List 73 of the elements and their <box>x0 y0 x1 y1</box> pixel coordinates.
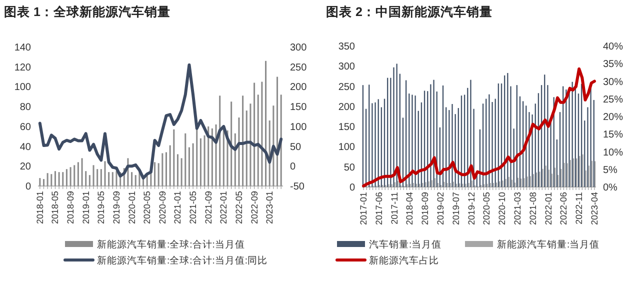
x-tick-label: 2019-12 <box>466 192 476 226</box>
x-tick-label: 2017-06 <box>374 192 384 226</box>
y2-tick-label: 50 <box>290 142 302 153</box>
y-tick-label: 0 <box>349 182 356 194</box>
y-tick-label: 300 <box>338 62 356 73</box>
legend-label: 新能源汽车销量:当月值 <box>497 238 600 250</box>
x-tick-label: 2020-01 <box>126 191 137 224</box>
legend-label: 新能源汽车销量:全球:合计:当月值:同比 <box>97 254 268 266</box>
x-tick-label: 2017-11 <box>389 192 400 224</box>
x-tick-label: 2020-05 <box>142 191 152 224</box>
x-tick-label: 2021-09 <box>203 191 214 224</box>
x-tick-label: 2018-04 <box>404 192 415 226</box>
x-tick-label: 2022-09 <box>249 191 260 224</box>
x-tick-label: 2019-07 <box>450 192 461 226</box>
x-tick-label: 2020-10 <box>497 192 508 226</box>
y2-tick-label: 100 <box>290 122 308 133</box>
y2-tick-label: 25% <box>603 94 624 106</box>
chart-title: 图表 2：中国新能源汽车销量 <box>326 4 492 19</box>
legend-label: 新能源汽车占比 <box>369 254 439 266</box>
y2-tick-label: 35% <box>603 59 624 70</box>
y-tick-label: 20 <box>20 162 32 173</box>
x-tick-label: 2021-08 <box>528 192 538 226</box>
y2-tick-label: 150 <box>290 102 308 114</box>
x-tick-label: 2018-09 <box>420 192 430 226</box>
x-tick-label: 2018-01 <box>34 191 45 224</box>
y-tick-label: 200 <box>338 102 356 113</box>
y-tick-label: 100 <box>14 82 32 94</box>
x-tick-label: 2020-09 <box>157 191 168 224</box>
x-tick-label: 2019-05 <box>96 191 106 224</box>
x-tick-label: 2019-09 <box>111 191 122 224</box>
y2-tick-label: 30% <box>603 76 624 88</box>
line-series <box>362 67 596 188</box>
y2-tick-label: 250 <box>290 62 308 74</box>
x-tick-label: 2017-01 <box>358 192 369 226</box>
x-tick-label: 2018-05 <box>50 191 60 224</box>
x-tick-label: 2022-06 <box>558 192 569 226</box>
x-tick-label: 2023-04 <box>589 192 600 226</box>
x-tick-label: 2019-02 <box>436 192 446 226</box>
x-tick-label: 2021-03 <box>512 192 522 226</box>
x-tick-label: 2022-01 <box>543 192 554 226</box>
y2-tick-label: 0 <box>290 162 296 173</box>
y2-tick-label: 20% <box>603 112 624 123</box>
y-tick-label: 140 <box>14 42 32 54</box>
x-tick-label: 2022-01 <box>218 191 229 224</box>
y-tick-label: 250 <box>338 82 356 93</box>
y2-tick-label: 10% <box>603 147 624 158</box>
y2-tick-label: 5% <box>603 164 618 176</box>
y-tick-label: 80 <box>20 102 32 114</box>
y2-tick-label: 40% <box>603 42 624 52</box>
legend-label: 新能源汽车销量:全球:合计:当月值 <box>97 238 245 250</box>
x-tick-label: 2019-01 <box>80 191 91 224</box>
x-tick-label: 2022-05 <box>234 191 244 224</box>
y2-tick-label: -50 <box>290 182 305 192</box>
y2-tick-label: 0% <box>603 182 618 194</box>
y-tick-label: 120 <box>14 62 32 74</box>
y-tick-label: 40 <box>20 142 32 153</box>
y-tick-label: 0 <box>25 182 32 192</box>
x-tick-label: 2021-05 <box>188 191 198 224</box>
y-tick-label: 350 <box>338 42 356 52</box>
x-tick-label: 2021-01 <box>172 191 183 224</box>
y2-tick-label: 300 <box>290 42 308 54</box>
y-tick-label: 50 <box>344 162 356 174</box>
y2-tick-label: 15% <box>603 130 624 141</box>
legend-label: 汽车销量:当月值 <box>369 238 442 250</box>
y-tick-label: 150 <box>338 122 356 134</box>
x-tick-label: 2020-05 <box>482 192 492 226</box>
x-tick-label: 2022-11 <box>574 192 584 224</box>
chart-title: 图表 1：全球新能源汽车销量 <box>4 4 170 19</box>
y2-tick-label: 200 <box>290 82 308 94</box>
y-tick-label: 60 <box>20 122 32 133</box>
y-tick-label: 100 <box>338 142 356 154</box>
x-tick-label: 2023-01 <box>264 191 275 224</box>
x-tick-label: 2018-09 <box>66 191 76 224</box>
